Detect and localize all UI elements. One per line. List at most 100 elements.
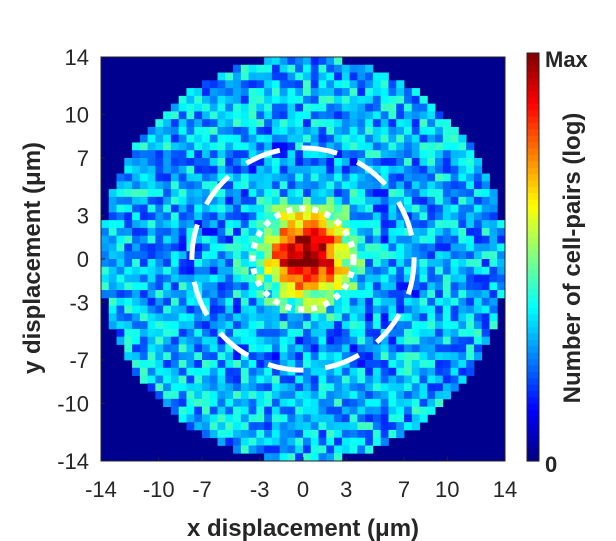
heatmap-cell: [310, 367, 319, 376]
heatmap-cell: [264, 313, 273, 322]
heatmap-cell: [233, 196, 242, 206]
heatmap-cell: [248, 297, 257, 307]
heatmap-cell: [318, 150, 327, 159]
heatmap-cell: [419, 142, 428, 151]
heatmap-cell: [357, 259, 366, 268]
heatmap-cell: [489, 189, 498, 198]
colorbar-segment: [527, 116, 539, 124]
heatmap-cell: [170, 142, 180, 151]
heatmap-cell: [209, 321, 218, 330]
heatmap-cell: [326, 336, 335, 345]
heatmap-cell: [186, 274, 195, 283]
x-axis-label: x displacement (μm): [187, 515, 419, 541]
heatmap-cell: [240, 297, 250, 307]
heatmap-cell: [217, 189, 226, 198]
heatmap-cell: [349, 414, 358, 423]
heatmap-cell: [240, 391, 250, 400]
heatmap-cell: [341, 429, 351, 439]
heatmap-cell: [202, 220, 211, 229]
heatmap-cell: [248, 422, 257, 431]
heatmap-cell: [295, 142, 304, 151]
heatmap-cell: [116, 313, 125, 322]
heatmap-cell: [372, 165, 382, 174]
heatmap-cell: [132, 158, 141, 167]
heatmap-cell: [404, 204, 413, 213]
heatmap-cell: [256, 64, 265, 73]
heatmap-cell: [163, 165, 172, 174]
heatmap-cell: [458, 328, 467, 338]
heatmap-cell: [225, 274, 234, 283]
heatmap-cell: [466, 189, 475, 198]
colorbar-segment: [527, 206, 539, 213]
heatmap-cell: [404, 328, 413, 338]
heatmap-cell: [411, 375, 420, 384]
heatmap-cell: [450, 290, 459, 299]
heatmap-cell: [217, 227, 226, 237]
heatmap-cell: [256, 204, 265, 213]
heatmap-cell: [202, 259, 211, 268]
heatmap-cell: [481, 259, 490, 268]
heatmap-cell: [256, 383, 265, 392]
heatmap-cell: [295, 383, 304, 392]
heatmap-cell: [481, 321, 490, 330]
colorbar-segment: [527, 378, 539, 386]
heatmap-cell: [271, 227, 281, 237]
heatmap-cell: [435, 259, 444, 268]
heatmap-cell: [225, 126, 234, 136]
heatmap-cell: [326, 429, 335, 439]
heatmap-cell: [396, 406, 405, 415]
heatmap-cell: [287, 344, 296, 353]
heatmap-cell: [233, 422, 242, 431]
heatmap-cell: [295, 64, 304, 73]
heatmap-cell: [388, 142, 397, 151]
heatmap-cell: [295, 437, 304, 446]
heatmap-cell: [279, 429, 288, 439]
heatmap-cell: [217, 391, 226, 400]
heatmap-cell: [124, 328, 133, 338]
heatmap-cell: [170, 297, 180, 307]
heatmap-cell: [163, 142, 172, 151]
heatmap-cell: [481, 196, 490, 206]
heatmap-cell: [240, 313, 250, 322]
heatmap-cell: [194, 259, 203, 268]
heatmap-cell: [349, 111, 358, 120]
heatmap-cell: [155, 367, 164, 376]
heatmap-cell: [442, 220, 452, 229]
heatmap-cell: [326, 196, 335, 206]
colorbar-segment: [527, 212, 539, 220]
heatmap-cell: [225, 437, 234, 446]
heatmap-cell: [194, 119, 203, 128]
heatmap-cell: [442, 321, 452, 330]
heatmap-cell: [435, 134, 444, 143]
heatmap-cell: [217, 422, 226, 431]
heatmap-cell: [194, 204, 203, 213]
heatmap-cell: [279, 336, 288, 345]
heatmap-cell: [163, 375, 172, 384]
heatmap-cell: [458, 181, 467, 190]
heatmap-cell: [341, 72, 351, 81]
heatmap-cell: [419, 150, 428, 159]
heatmap-cell: [124, 189, 133, 198]
heatmap-cell: [365, 437, 374, 446]
heatmap-cell: [233, 243, 242, 252]
x-tick-label: -14: [85, 477, 117, 502]
heatmap-cell: [147, 344, 156, 353]
heatmap-cell: [481, 243, 490, 252]
colorbar-segment: [527, 244, 539, 252]
heatmap-cell: [240, 274, 250, 283]
heatmap-cell: [287, 259, 296, 268]
heatmap-cell: [466, 243, 475, 252]
heatmap-cell: [217, 103, 226, 112]
heatmap-cell: [163, 274, 172, 283]
heatmap-cell: [209, 227, 218, 237]
heatmap-cell: [349, 165, 358, 174]
heatmap-cell: [147, 328, 156, 338]
heatmap-cell: [248, 204, 257, 213]
heatmap-cell: [334, 57, 343, 66]
heatmap-cell: [209, 406, 218, 415]
heatmap-cell: [295, 220, 304, 229]
heatmap-cell: [132, 196, 141, 206]
heatmap-cell: [466, 336, 475, 345]
heatmap-cell: [341, 165, 351, 174]
heatmap-cell: [248, 282, 257, 291]
